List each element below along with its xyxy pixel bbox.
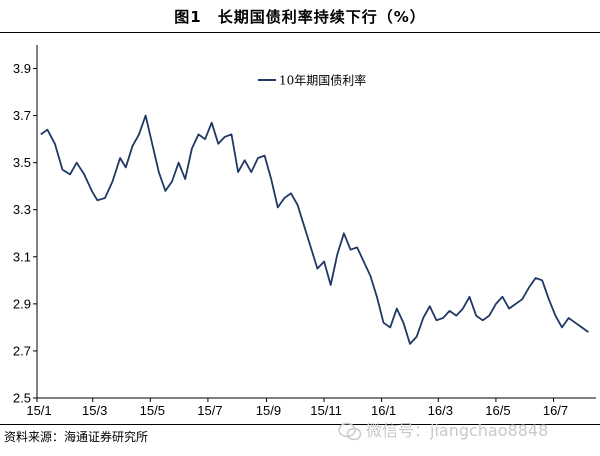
bottom-rule bbox=[0, 424, 600, 425]
x-tick-label: 16/7 bbox=[543, 403, 568, 418]
x-tick-label: 16/1 bbox=[371, 403, 396, 418]
y-tick-label: 3.3 bbox=[13, 202, 31, 217]
y-tick-label: 3.7 bbox=[13, 108, 31, 123]
x-tick-label: 15/3 bbox=[82, 403, 107, 418]
y-tick-label: 2.5 bbox=[13, 391, 31, 406]
x-tick-label: 15/9 bbox=[256, 403, 281, 418]
wechat-icon bbox=[338, 422, 362, 440]
x-tick-label: 16/3 bbox=[428, 403, 453, 418]
x-tick-label: 15/1 bbox=[26, 403, 51, 418]
watermark-text: 微信号：jiangchao8848 bbox=[366, 421, 549, 440]
y-tick-label: 3.1 bbox=[13, 249, 31, 264]
x-tick-label: 15/11 bbox=[310, 403, 342, 418]
title-rule bbox=[0, 32, 600, 33]
figure-title: 图1 长期国债利率持续下行（%） bbox=[174, 8, 426, 26]
wechat-watermark: 微信号：jiangchao8848 bbox=[338, 420, 548, 442]
y-tick-label: 3.9 bbox=[13, 61, 31, 76]
series-line-10y-yield bbox=[40, 114, 589, 345]
legend-label: 10年期国债利率 bbox=[279, 73, 366, 88]
y-tick-label: 3.5 bbox=[13, 155, 31, 170]
x-tick-label: 15/7 bbox=[197, 403, 222, 418]
y-tick-label: 2.7 bbox=[13, 343, 31, 358]
y-tick-label: 2.9 bbox=[13, 296, 31, 311]
x-tick-label: 15/5 bbox=[140, 403, 165, 418]
source-note: 资料来源：海通证券研究所 bbox=[4, 430, 149, 444]
x-tick-label: 16/5 bbox=[485, 403, 510, 418]
